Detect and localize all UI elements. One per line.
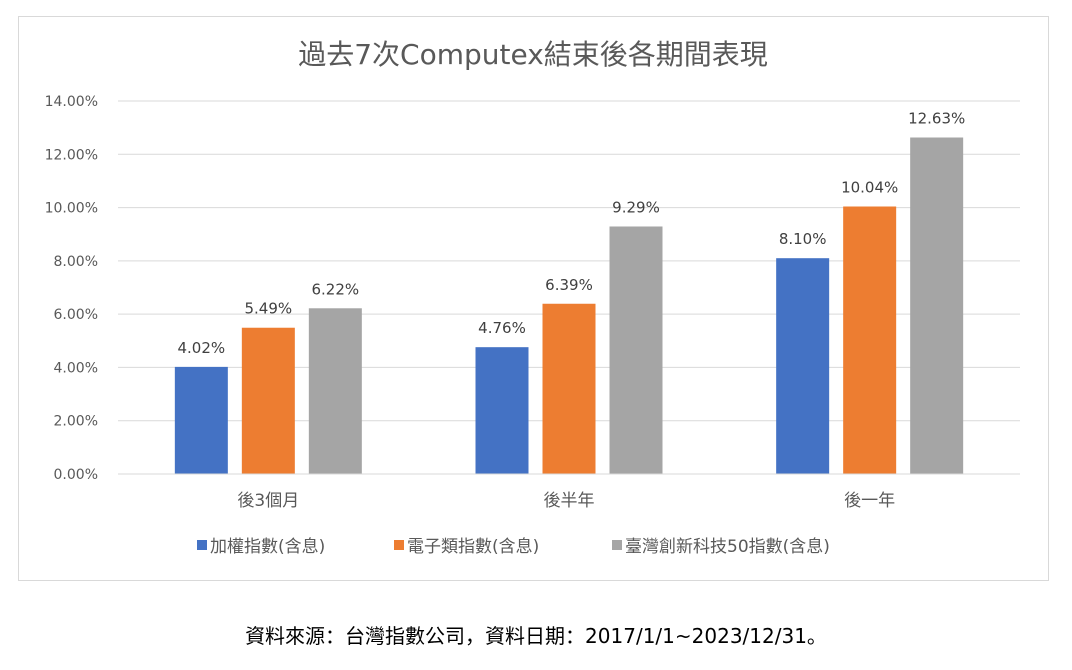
y-tick-label: 6.00% [54,307,98,323]
bar [475,347,529,474]
y-tick-label: 10.00% [45,201,98,217]
source-caption: 資料來源：台灣指數公司，資料日期：2017/1/1~2023/12/31。 [245,624,827,648]
chart-title: 過去7次Computex結束後各期間表現 [298,38,768,71]
y-tick-label: 12.00% [45,147,98,163]
data-label: 6.39% [545,276,593,294]
bar [174,366,228,474]
bar [776,258,830,474]
bar [308,308,362,474]
legend-swatch [394,540,404,550]
legend-label: 電子類指數(含息) [407,537,539,557]
data-label: 9.29% [612,198,660,216]
data-label: 4.76% [478,319,526,337]
x-tick-label: 後一年 [844,491,895,511]
y-tick-label: 4.00% [54,360,98,376]
x-tick-label: 後3個月 [237,491,299,511]
data-label: 8.10% [779,230,827,248]
data-label: 5.49% [245,300,293,318]
bar [542,303,596,474]
bar [241,327,295,474]
y-tick-label: 0.00% [54,467,98,483]
x-tick-label: 後半年 [544,491,595,511]
data-label: 4.02% [178,339,226,357]
bar-chart: 過去7次Computex結束後各期間表現 0.00% 2.00% 4.00% 6.00%… [18,16,1049,581]
bar [910,137,964,474]
bar [609,226,663,474]
legend-label: 臺灣創新科技50指數(含息) [625,537,830,557]
y-tick-label: 8.00% [54,254,98,270]
legend-swatch [197,540,207,550]
bar [843,206,897,474]
data-label: 6.22% [312,280,360,298]
data-label: 10.04% [841,179,898,197]
y-tick-label: 2.00% [54,414,98,430]
legend-label: 加權指數(含息) [210,537,325,557]
y-tick-label: 14.00% [45,94,98,110]
data-label: 12.63% [908,110,965,128]
legend-swatch [612,540,622,550]
